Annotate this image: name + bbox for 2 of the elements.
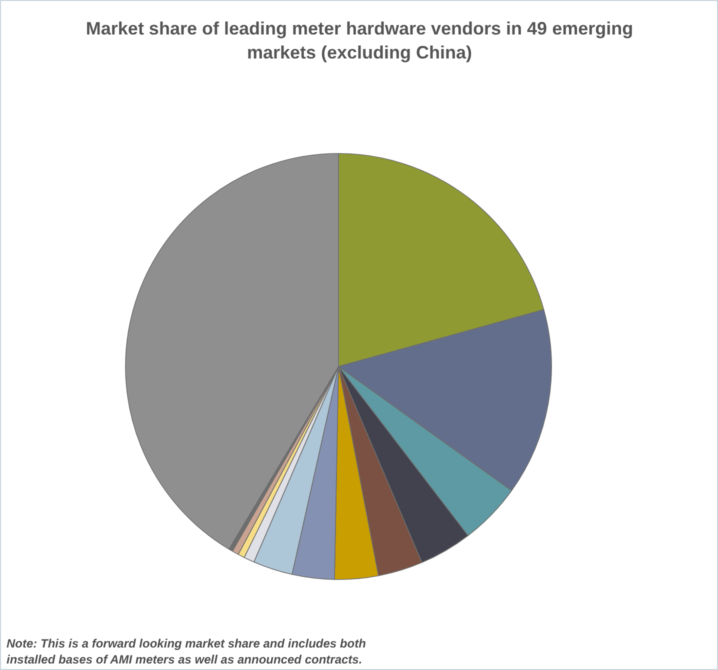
text: Note: This is a forward looking market share and includes both installed bases of AMI meters as well as announced contracts. [6,636,366,667]
chart-title: Market share of leading meter hardware vendors in 49 emerging markets (excluding China) [86,18,634,62]
